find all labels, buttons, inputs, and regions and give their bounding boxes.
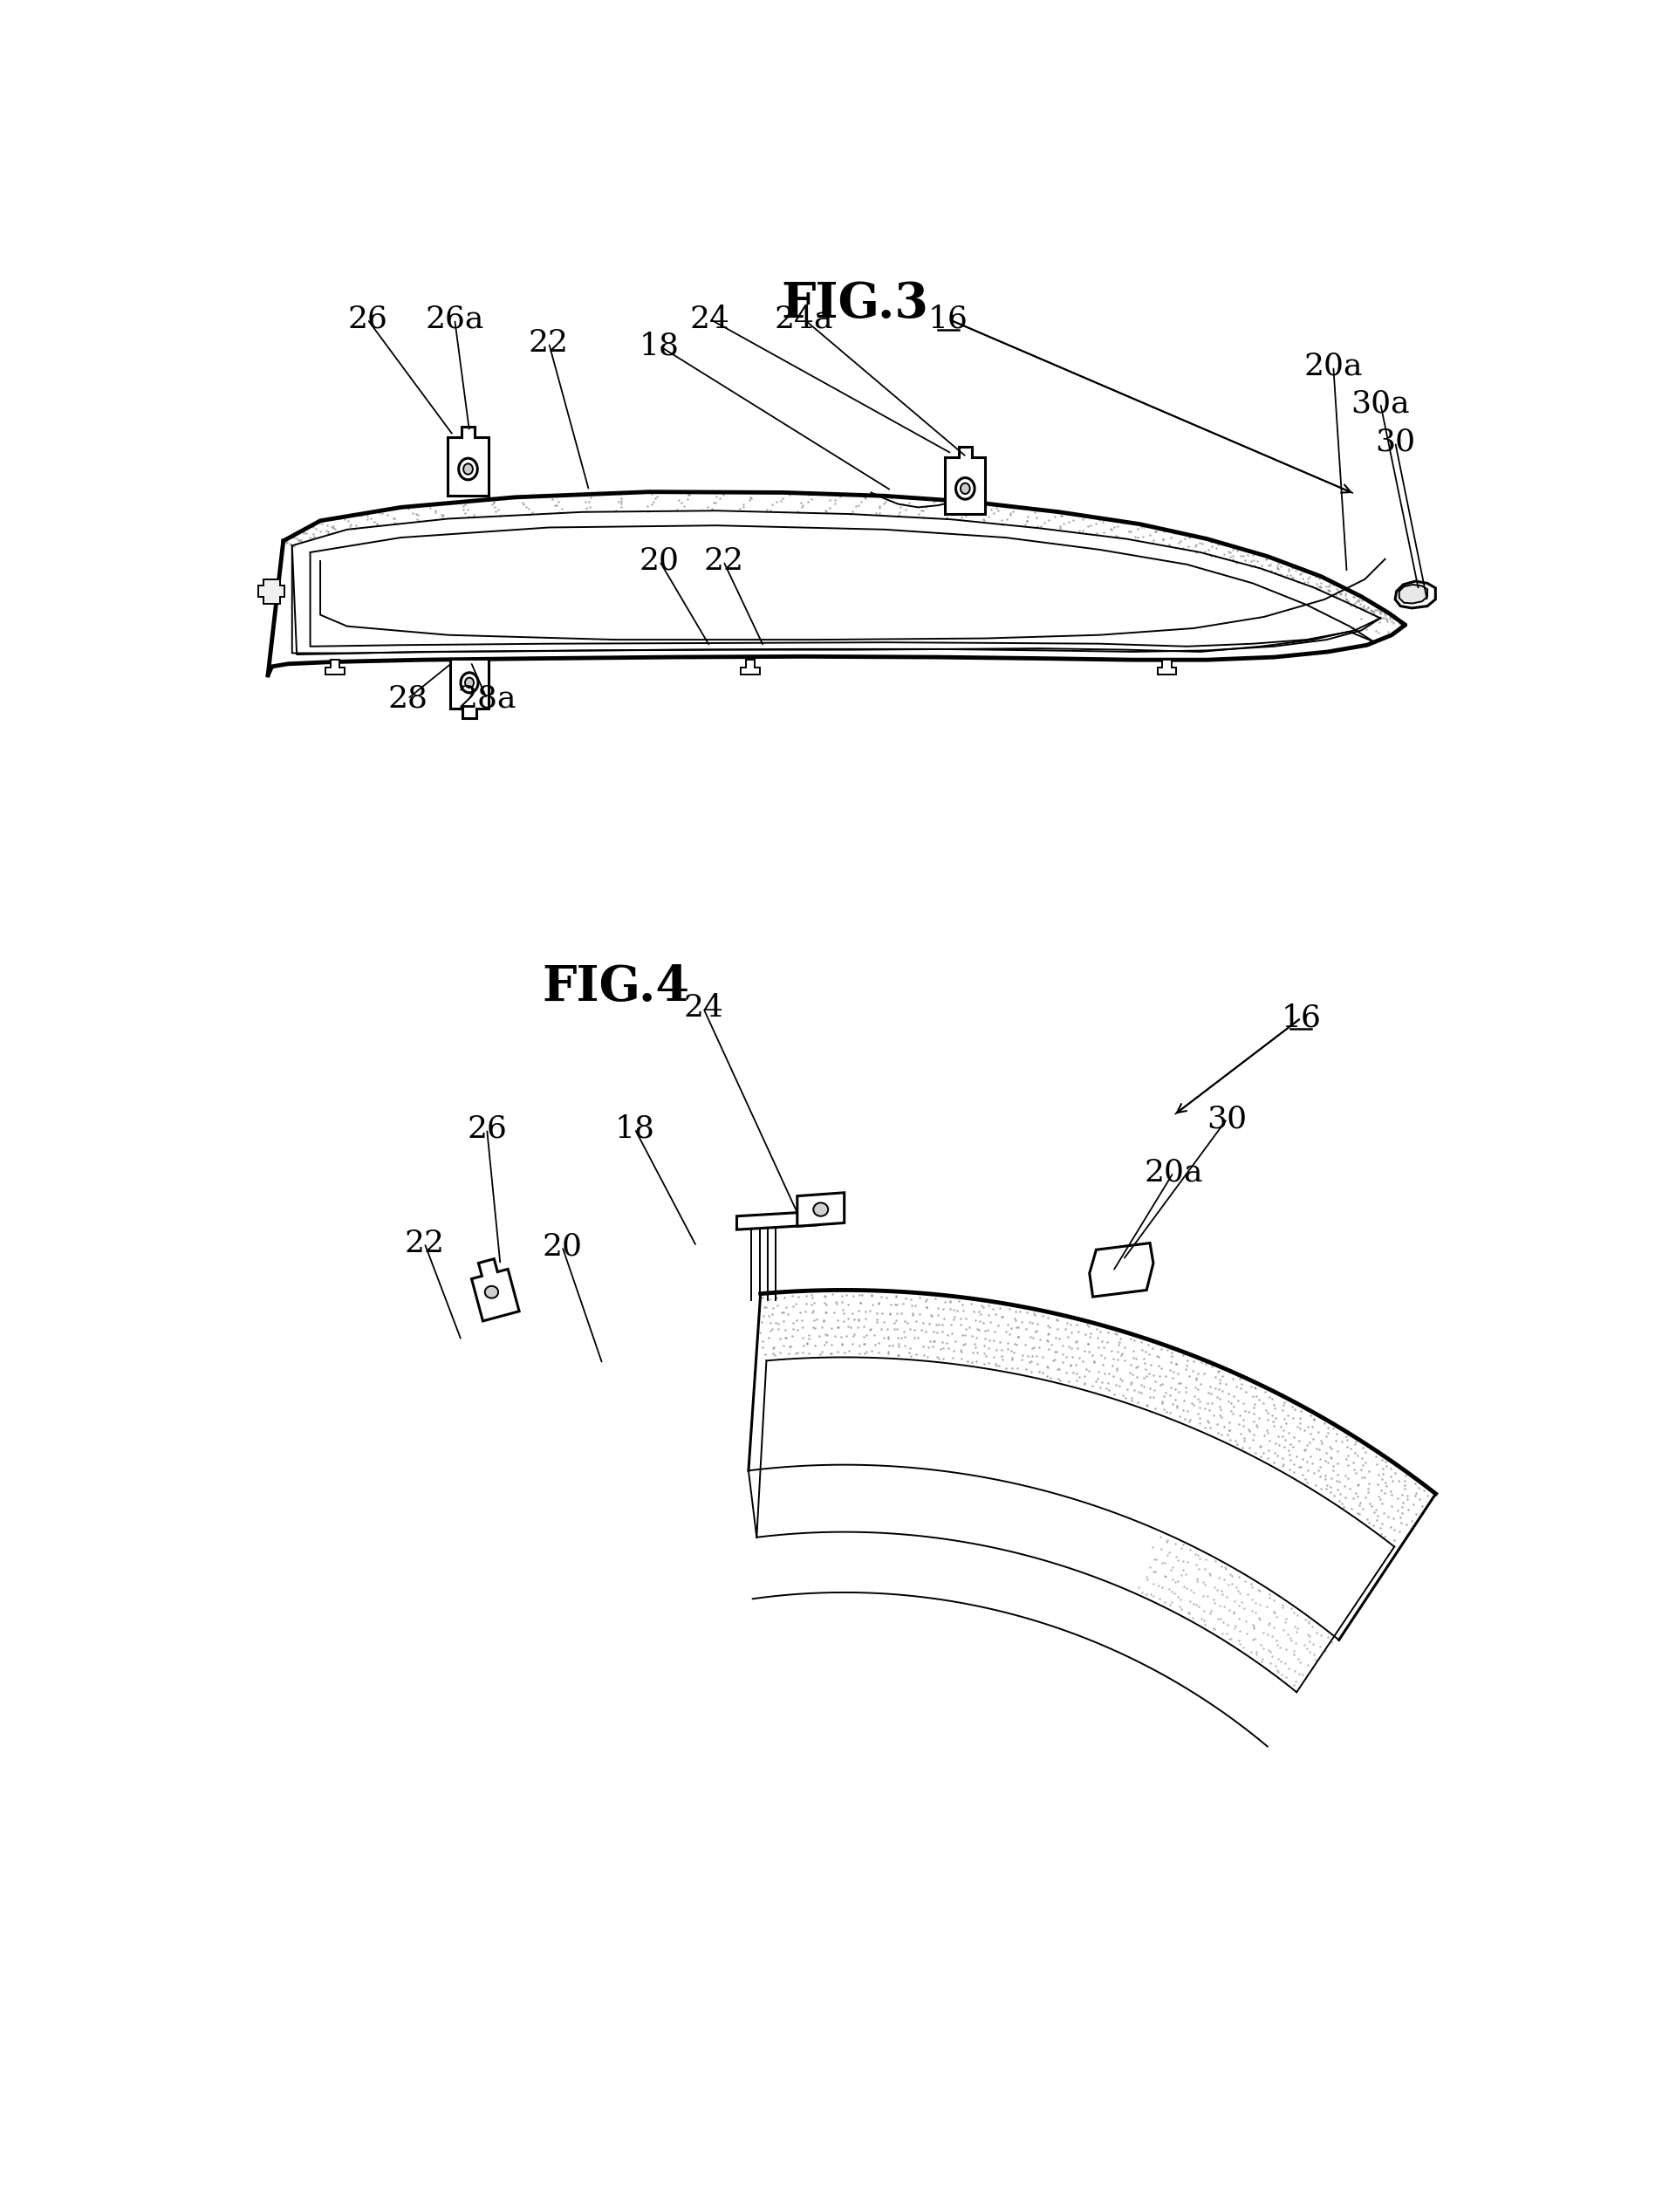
Ellipse shape [461,672,477,692]
Polygon shape [1395,582,1435,608]
Text: 22: 22 [404,1228,444,1259]
Polygon shape [736,1212,818,1230]
Ellipse shape [960,482,970,493]
Ellipse shape [813,1203,828,1217]
Text: 30: 30 [1375,427,1415,458]
Text: 30a: 30a [1350,389,1410,418]
Polygon shape [1090,1243,1153,1296]
Polygon shape [1157,659,1177,675]
Text: 20: 20 [542,1232,582,1261]
Ellipse shape [464,465,472,473]
Text: 24: 24 [683,993,723,1022]
Text: 26a: 26a [426,305,484,334]
Text: 24: 24 [689,305,729,334]
Text: 20a: 20a [1303,352,1364,380]
Text: 26: 26 [467,1115,507,1144]
Polygon shape [1399,584,1427,604]
Text: 22: 22 [529,327,569,358]
Text: 26: 26 [347,305,387,334]
Text: FIG.4: FIG.4 [542,964,689,1011]
Ellipse shape [486,1285,499,1298]
Polygon shape [741,659,759,675]
Text: 24a: 24a [774,305,833,334]
Ellipse shape [466,677,474,688]
Polygon shape [259,580,284,604]
Polygon shape [798,1192,845,1225]
Text: 28: 28 [387,684,427,714]
Text: 28a: 28a [457,684,516,714]
Ellipse shape [459,458,477,480]
Text: 20: 20 [639,546,679,575]
Text: 16: 16 [1282,1002,1322,1033]
Ellipse shape [956,478,975,500]
Polygon shape [472,1259,519,1321]
Text: 20a: 20a [1143,1157,1203,1188]
Text: FIG.3: FIG.3 [781,279,928,327]
Polygon shape [451,659,489,719]
Text: 22: 22 [703,546,743,575]
Polygon shape [325,659,344,675]
Text: 18: 18 [639,332,679,361]
Polygon shape [945,447,985,513]
Polygon shape [447,427,489,495]
Text: 30: 30 [1207,1104,1247,1133]
Text: 16: 16 [928,305,968,334]
Text: 18: 18 [614,1115,654,1144]
